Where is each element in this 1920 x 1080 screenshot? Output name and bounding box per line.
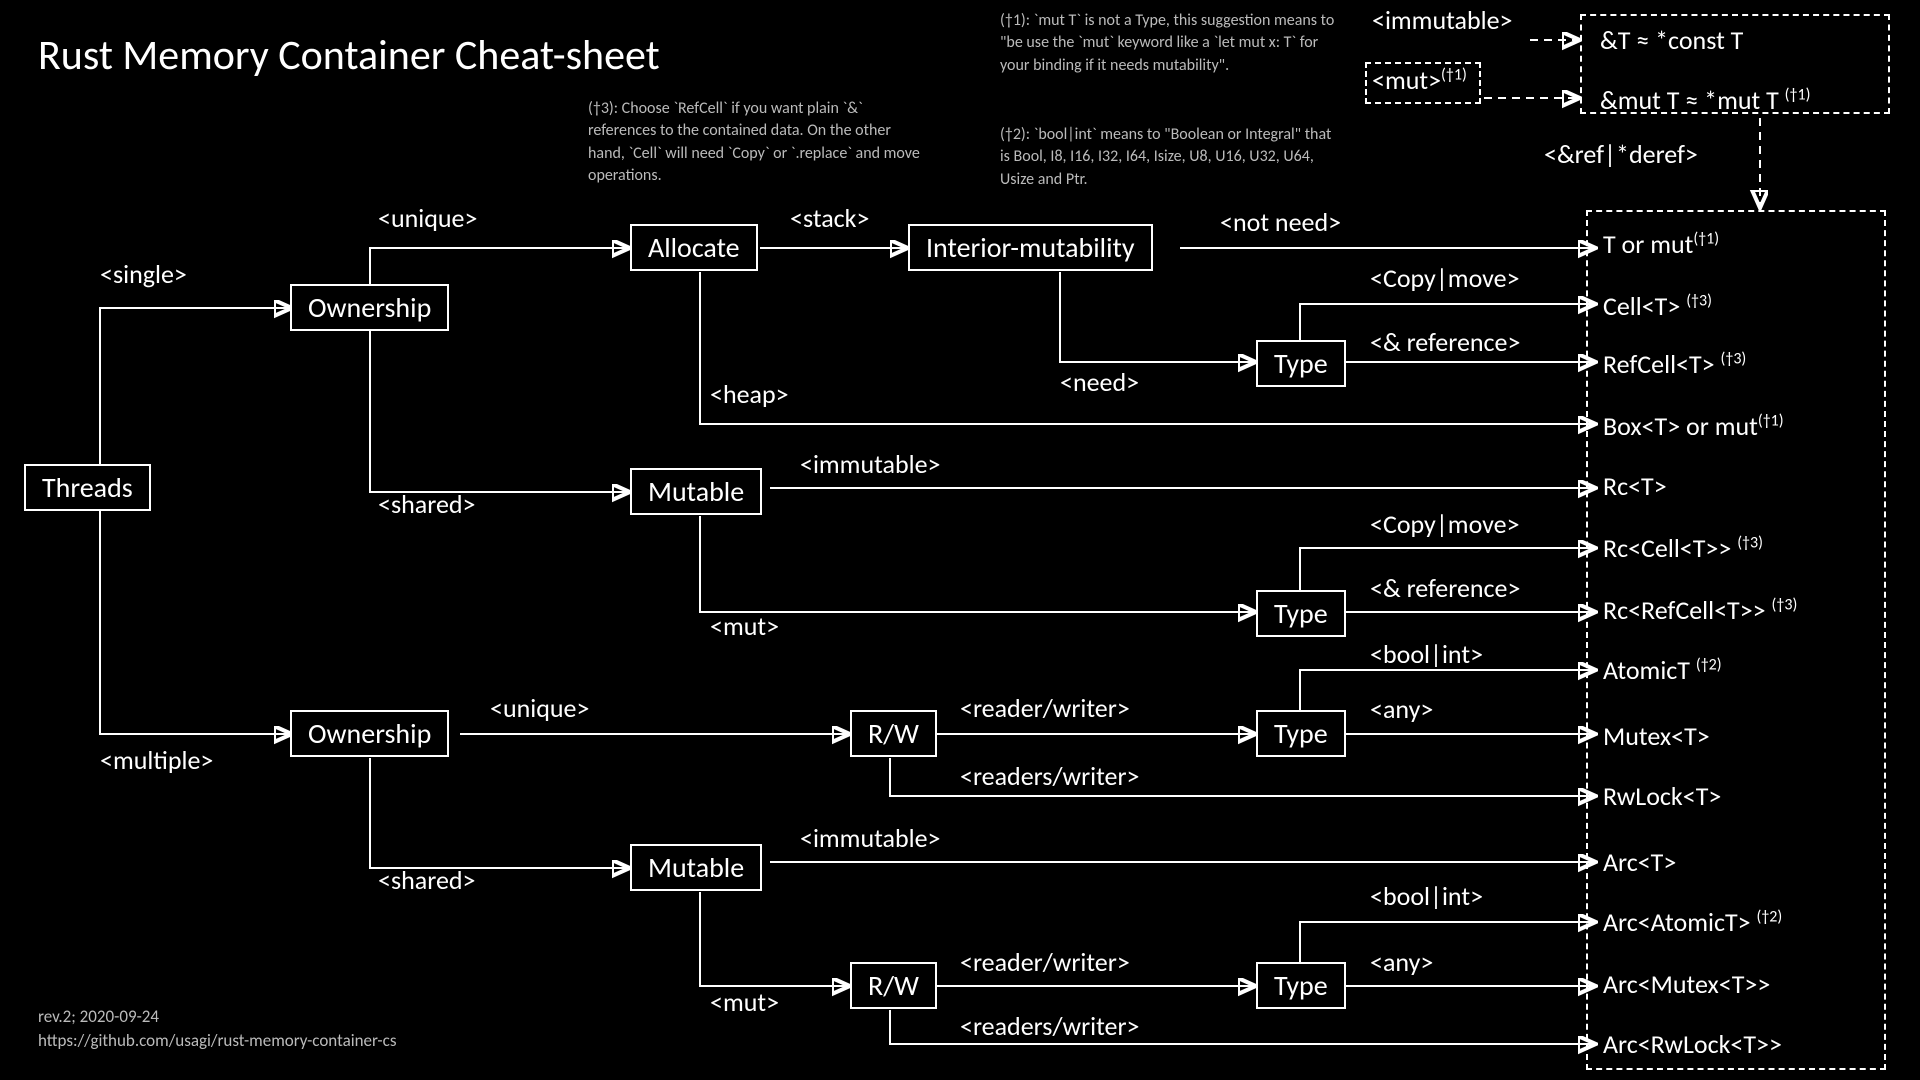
label-ref-2: <& reference> <box>1370 572 1520 604</box>
result-mutex: Mutex<T> <box>1603 720 1710 752</box>
node-mutable-2: Mutable <box>630 844 762 891</box>
label-immutable-2: <immutable> <box>800 822 940 854</box>
footnote-t1: (†1): `mut T` is not a Type, this sugges… <box>1000 10 1340 77</box>
footer-url: https://github.com/usagi/rust-memory-con… <box>38 1030 396 1051</box>
label-shared-2: <shared> <box>378 864 476 896</box>
result-box-text: Box<T> or mut <box>1603 410 1758 442</box>
result-refcell-text: RefCell<T> <box>1603 348 1715 380</box>
node-allocate: Allocate <box>630 224 758 271</box>
label-unique-1: <unique> <box>378 202 477 234</box>
label-top-refderef: <&ref|*deref> <box>1544 138 1698 170</box>
label-notneed: <not need> <box>1220 206 1341 238</box>
node-rw-1: R/W <box>850 710 937 757</box>
label-mut-1: <mut> <box>710 610 779 642</box>
result-rwlock: RwLock<T> <box>1603 780 1721 812</box>
label-boolint-1: <bool|int> <box>1370 638 1483 670</box>
result-arcmutex: Arc<Mutex<T>> <box>1603 968 1770 1000</box>
label-immutable-1: <immutable> <box>800 448 940 480</box>
label-need: <need> <box>1060 366 1139 398</box>
footnote-t3: (†3): Choose `RefCell` if you want plain… <box>588 98 928 188</box>
node-type-3: Type <box>1256 710 1346 757</box>
label-top-mut-sup: (†1) <box>1441 65 1467 84</box>
label-heap: <heap> <box>710 378 789 410</box>
result-t-or-mut-text: T or mut <box>1603 228 1693 260</box>
result-ref-mut: &mut T ≈ *mut T (†1) <box>1600 84 1810 116</box>
result-refcell-sup: (†3) <box>1721 349 1747 368</box>
label-any-2: <any> <box>1370 946 1433 978</box>
label-readerwriter-1: <reader/writer> <box>960 692 1130 724</box>
label-stack: <stack> <box>790 202 869 234</box>
main-results-box <box>1586 210 1886 1070</box>
label-readerswriter-1: <readers/writer> <box>960 760 1140 792</box>
result-refcell: RefCell<T> (†3) <box>1603 348 1746 380</box>
node-type-1: Type <box>1256 340 1346 387</box>
result-t-or-mut-sup: (†1) <box>1693 229 1719 248</box>
result-ref-mut-sup: (†1) <box>1785 85 1811 104</box>
page-title: Rust Memory Container Cheat-sheet <box>38 30 660 81</box>
label-single: <single> <box>100 258 187 290</box>
node-ownership-2: Ownership <box>290 710 449 757</box>
label-any-1: <any> <box>1370 693 1433 725</box>
result-rccell: Rc<Cell<T>> (†3) <box>1603 532 1763 564</box>
label-unique-2: <unique> <box>490 692 589 724</box>
label-top-immutable: <immutable> <box>1372 4 1512 36</box>
label-readerwriter-2: <reader/writer> <box>960 946 1130 978</box>
result-cell-text: Cell<T> <box>1603 290 1680 322</box>
footer-revision: rev.2; 2020-09-24 <box>38 1006 159 1027</box>
node-type-2: Type <box>1256 590 1346 637</box>
label-boolint-2: <bool|int> <box>1370 880 1483 912</box>
result-rcrefcell-sup: (†3) <box>1772 595 1798 614</box>
result-rccell-sup: (†3) <box>1737 533 1763 552</box>
label-ref-1: <& reference> <box>1370 326 1520 358</box>
result-arcatomic-text: Arc<AtomicT> <box>1603 906 1751 938</box>
label-shared-1: <shared> <box>378 488 476 520</box>
result-atomic-text: AtomicT <box>1603 654 1690 686</box>
result-cell: Cell<T> (†3) <box>1603 290 1712 322</box>
result-box: Box<T> or mut(†1) <box>1603 410 1784 442</box>
result-box-sup: (†1) <box>1758 411 1784 430</box>
label-copymove-2: <Copy|move> <box>1370 508 1520 540</box>
label-copymove-1: <Copy|move> <box>1370 262 1520 294</box>
result-ref-const: &T ≈ *const T <box>1600 24 1743 56</box>
result-atomic-sup: (†2) <box>1696 655 1722 674</box>
label-top-mut: <mut>(†1) <box>1372 64 1467 96</box>
result-rcrefcell-text: Rc<RefCell<T>> <box>1603 594 1766 626</box>
node-ownership-1: Ownership <box>290 284 449 331</box>
label-multiple: <multiple> <box>100 744 213 776</box>
label-top-mut-text: <mut> <box>1372 64 1441 96</box>
result-rcrefcell: Rc<RefCell<T>> (†3) <box>1603 594 1797 626</box>
result-arcatomic-sup: (†2) <box>1756 907 1782 926</box>
result-rccell-text: Rc<Cell<T>> <box>1603 532 1731 564</box>
result-arcrwlock: Arc<RwLock<T>> <box>1603 1028 1782 1060</box>
label-readerswriter-2: <readers/writer> <box>960 1010 1140 1042</box>
node-interior: Interior-mutability <box>908 224 1153 271</box>
result-arc: Arc<T> <box>1603 846 1676 878</box>
node-rw-2: R/W <box>850 962 937 1009</box>
result-ref-mut-text: &mut T ≈ *mut T <box>1600 84 1779 116</box>
result-atomic: AtomicT (†2) <box>1603 654 1722 686</box>
node-threads: Threads <box>24 464 151 511</box>
label-mut-2: <mut> <box>710 986 779 1018</box>
footnote-t2: (†2): `bool|int` means to "Boolean or In… <box>1000 124 1340 191</box>
result-cell-sup: (†3) <box>1686 291 1712 310</box>
result-t-or-mut: T or mut(†1) <box>1603 228 1719 260</box>
result-rc: Rc<T> <box>1603 470 1667 502</box>
node-type-4: Type <box>1256 962 1346 1009</box>
node-mutable-1: Mutable <box>630 468 762 515</box>
result-arcatomic: Arc<AtomicT> (†2) <box>1603 906 1782 938</box>
